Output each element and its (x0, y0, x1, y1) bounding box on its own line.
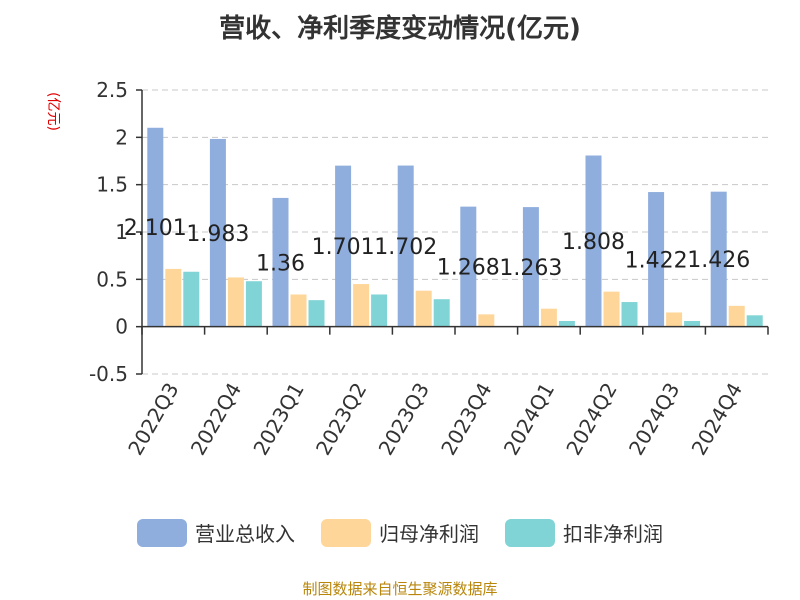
bar-revenue (710, 191, 727, 327)
bar-adjusted-net-profit (684, 320, 701, 327)
bar-net-profit (728, 305, 745, 327)
legend-item-revenue[interactable]: 营业总收入 (137, 518, 295, 547)
legend-swatch-revenue (137, 518, 187, 547)
bar-net-profit (540, 308, 557, 327)
bar-adjusted-net-profit (183, 271, 200, 327)
data-label: 1.268 (437, 256, 500, 281)
bar-net-profit (165, 268, 182, 327)
bar-adjusted-net-profit (621, 302, 638, 327)
data-label: 1.422 (625, 248, 688, 273)
bar-net-profit (478, 314, 495, 327)
y-tick-label: 1 (115, 220, 128, 244)
data-label: 2.101 (124, 216, 187, 241)
legend-item-adjusted-net-profit[interactable]: 扣非净利润 (505, 518, 663, 547)
bar-net-profit (353, 284, 370, 327)
data-label: 1.702 (374, 235, 437, 260)
bar-net-profit (290, 294, 307, 327)
data-label: 1.36 (256, 251, 305, 276)
x-tick-label: 2022Q3 (123, 379, 183, 460)
bar-revenue (460, 206, 477, 327)
data-label: 1.701 (312, 235, 375, 260)
bar-revenue (585, 155, 602, 327)
legend-swatch-adjusted-net-profit (505, 518, 555, 547)
bar-net-profit (603, 291, 620, 327)
x-tick-label: 2024Q1 (499, 379, 559, 460)
x-tick-label: 2023Q4 (436, 379, 496, 460)
y-tick-label: 2 (115, 125, 128, 149)
bar-adjusted-net-profit (371, 294, 388, 327)
data-label: 1.983 (186, 222, 249, 247)
bar-revenue (522, 207, 539, 327)
bar-net-profit (415, 290, 432, 327)
y-tick-label: -0.5 (89, 362, 128, 386)
bar-revenue (272, 197, 289, 327)
legend-label-revenue: 营业总收入 (195, 522, 295, 546)
y-tick-label: 0 (115, 315, 128, 339)
legend-label-adjusted-net-profit: 扣非净利润 (563, 522, 663, 546)
x-tick-label: 2024Q3 (624, 379, 684, 460)
bar-net-profit (666, 312, 683, 327)
x-tick-label: 2023Q3 (374, 379, 434, 460)
bar-adjusted-net-profit (746, 315, 763, 327)
bar-adjusted-net-profit (308, 300, 325, 327)
bar-revenue (335, 165, 352, 327)
bar-adjusted-net-profit (245, 281, 262, 327)
legend-label-net-profit: 归母净利润 (379, 522, 479, 546)
x-tick-label: 2024Q2 (561, 379, 621, 460)
x-tick-label: 2023Q2 (311, 379, 371, 460)
y-tick-label: 0.5 (96, 267, 128, 291)
data-label: 1.426 (687, 248, 750, 273)
x-tick-label: 2022Q4 (186, 379, 246, 460)
bar-adjusted-net-profit (433, 299, 450, 327)
data-label: 1.263 (499, 256, 562, 281)
bar-net-profit (227, 277, 244, 327)
x-tick-label: 2024Q4 (687, 379, 747, 460)
bar-revenue (147, 127, 164, 327)
data-label: 1.808 (562, 230, 625, 255)
bar-revenue (209, 138, 226, 327)
x-tick-label: 2023Q1 (248, 379, 308, 460)
y-tick-label: 2.5 (96, 78, 128, 102)
bar-adjusted-net-profit (558, 320, 575, 327)
legend-item-net-profit[interactable]: 归母净利润 (321, 518, 479, 547)
legend: 营业总收入 归母净利润 扣非净利润 (0, 518, 800, 547)
y-tick-label: 1.5 (96, 173, 128, 197)
source-footer: 制图数据来自恒生聚源数据库 (302, 580, 498, 598)
legend-swatch-net-profit (321, 518, 371, 547)
chart-title: 营收、净利季度变动情况(亿元) (219, 14, 581, 44)
bar-revenue (397, 165, 414, 327)
bar-revenue (648, 192, 665, 327)
